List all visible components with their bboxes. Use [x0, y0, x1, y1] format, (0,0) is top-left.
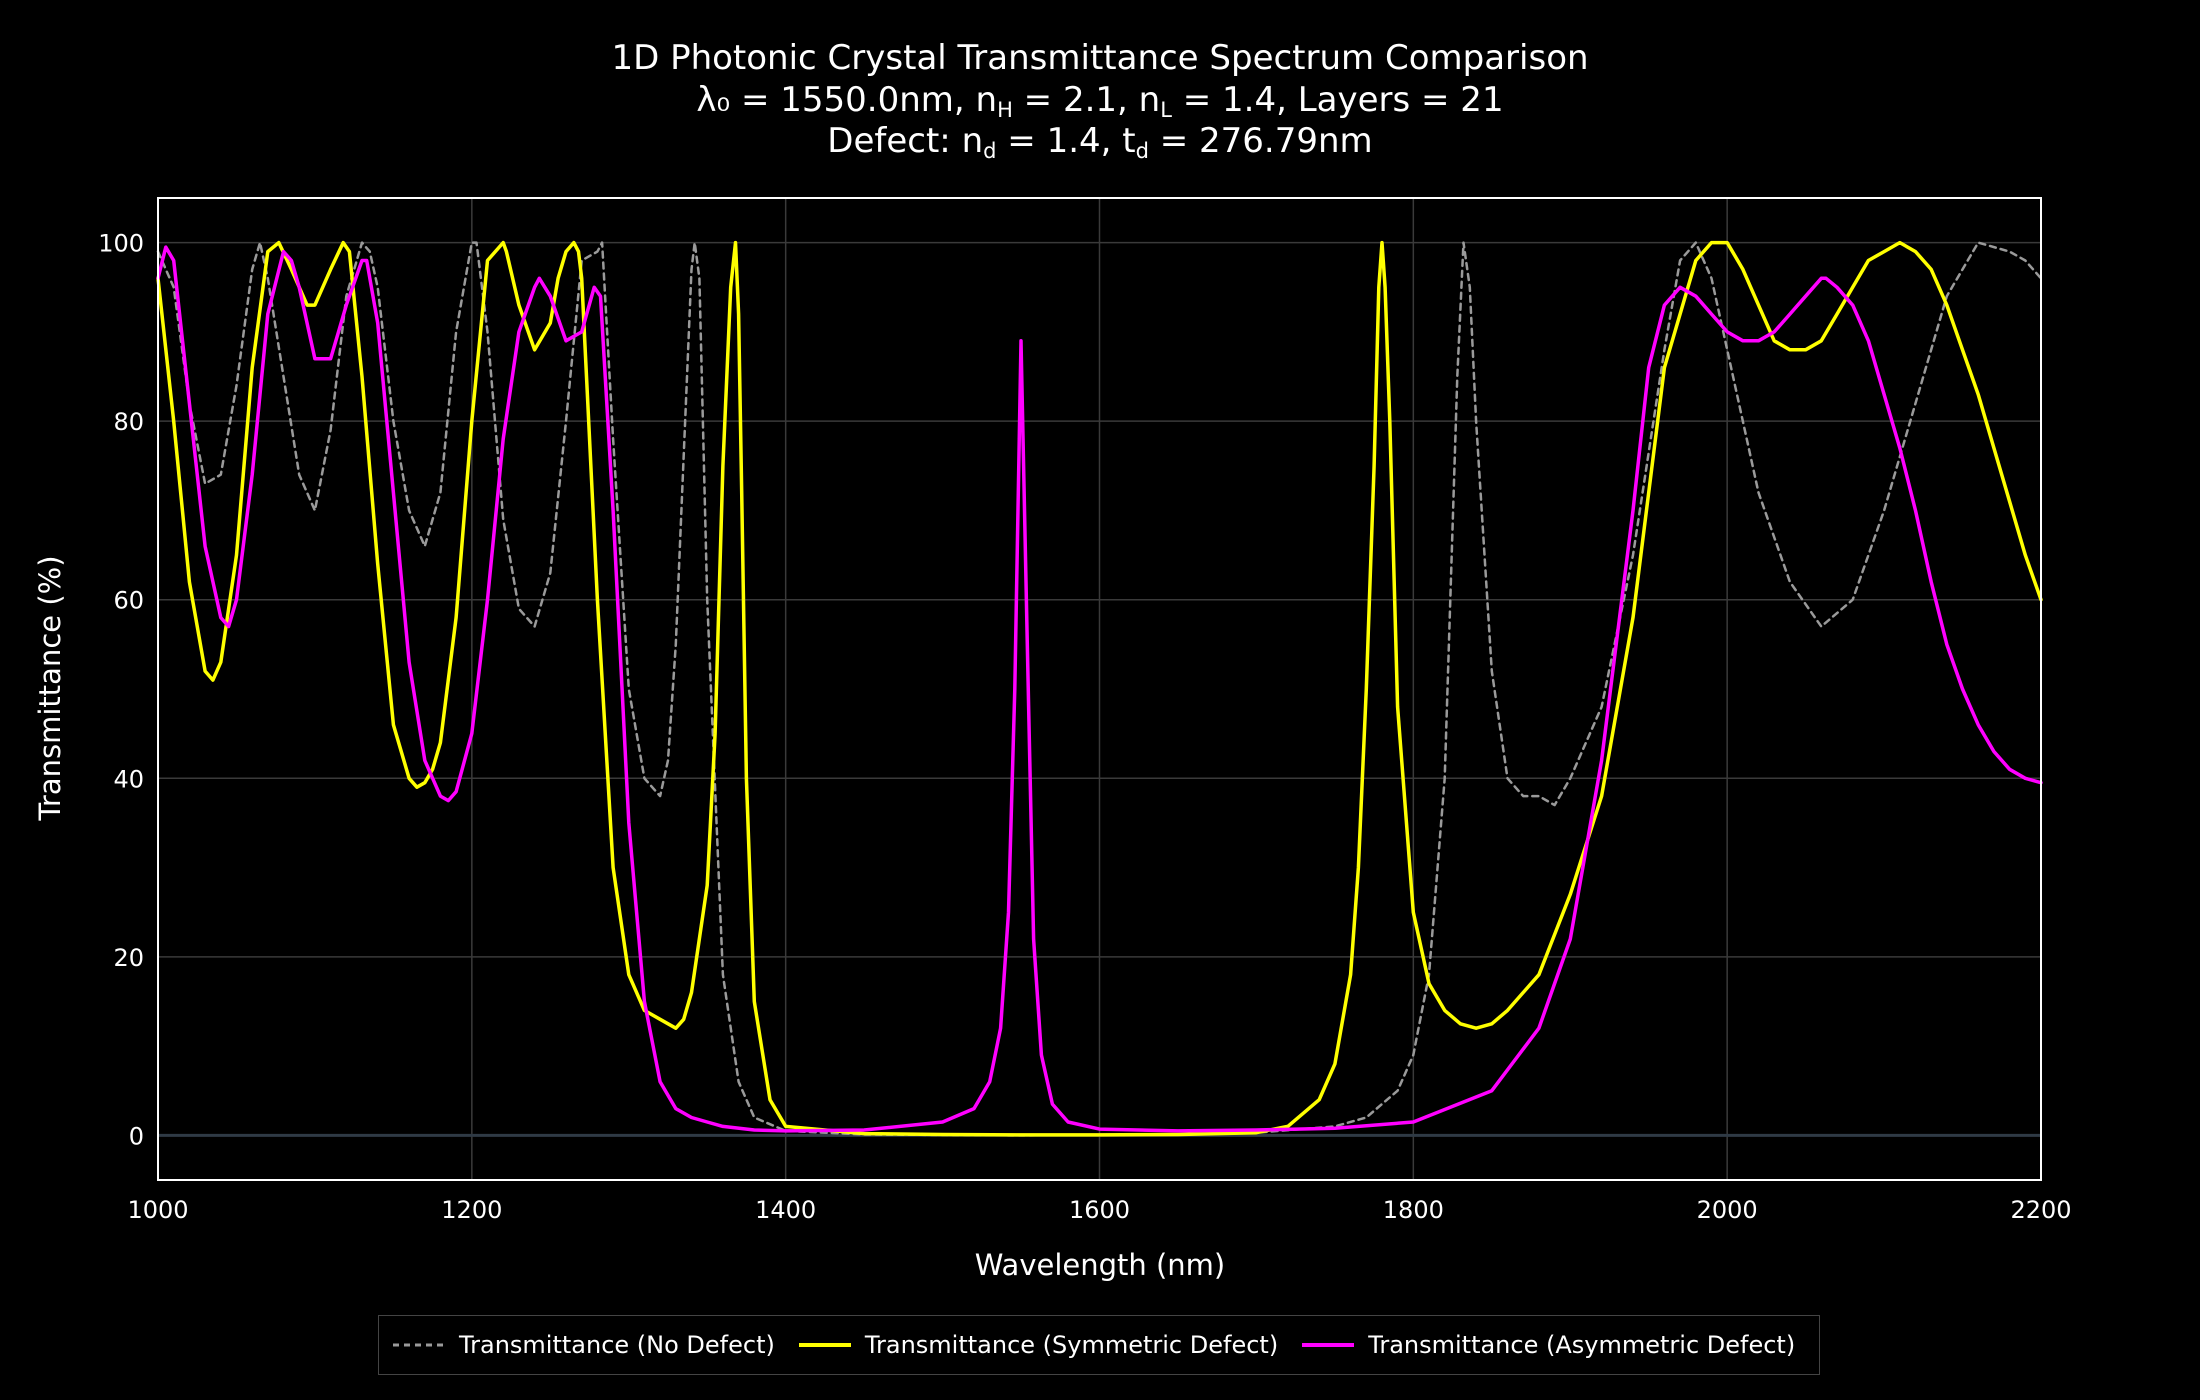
x-tick-label-1400: 1400 [755, 1196, 816, 1224]
series-layer [156, 240, 2043, 1137]
y-axis-label: Transmittance (%) [33, 555, 67, 821]
series-line-asymmetric-defect [156, 245, 2043, 1133]
legend-item-symmetric-defect[interactable]: Transmittance (Symmetric Defect) [797, 1331, 1278, 1359]
x-tick-label-1600: 1600 [1069, 1196, 1130, 1224]
subtitle-2-mid: = 1.4, t [996, 121, 1136, 161]
y-tick-label-0: 0 [129, 1122, 144, 1150]
x-axis-ticks: 1000 1200 1400 1600 1800 2000 2200 [127, 1196, 2071, 1224]
x-tick-label-1000: 1000 [127, 1196, 188, 1224]
y-axis-ticks: 0 20 40 60 80 100 [98, 230, 144, 1151]
series-line-symmetric-defect [156, 240, 2043, 1137]
legend-swatch-no-defect [393, 1343, 445, 1347]
legend-swatch-symmetric-defect [798, 1343, 851, 1347]
y-tick-label-60: 60 [113, 587, 144, 615]
subtitle-1-mid: = 2.1, n [1012, 80, 1161, 120]
chart-title: 1D Photonic Crystal Transmittance Spectr… [611, 38, 1589, 78]
series-line-no-defect [156, 241, 2043, 1137]
y-tick-label-80: 80 [113, 408, 144, 436]
chart-subtitle-line-1: λ₀ = 1550.0nm, nH = 2.1, nL = 1.4, Layer… [0, 80, 2200, 130]
x-tick-label-2200: 2200 [2010, 1196, 2071, 1224]
x-tick-label-2000: 2000 [1697, 1196, 1758, 1224]
legend-label-asymmetric-defect: Transmittance (Asymmetric Defect) [1368, 1331, 1796, 1359]
subtitle-1-l-sub: L [1160, 98, 1172, 122]
legend-label-no-defect: Transmittance (No Defect) [459, 1331, 775, 1359]
x-tick-label-1200: 1200 [441, 1196, 502, 1224]
legend-label-symmetric-defect: Transmittance (Symmetric Defect) [864, 1331, 1279, 1359]
subtitle-1-suffix: = 1.4, Layers = 21 [1171, 80, 1504, 120]
chart-legend: Transmittance (No Defect) Transmittance … [378, 1315, 1820, 1375]
legend-item-no-defect[interactable]: Transmittance (No Defect) [391, 1331, 775, 1359]
x-axis-label: Wavelength (nm) [975, 1248, 1226, 1282]
subtitle-1-prefix: λ₀ = 1550.0nm, n [696, 80, 998, 120]
chart-subtitle-line-2: Defect: nd = 1.4, td = 276.79nm [0, 121, 2200, 171]
subtitle-2-d-sub: d [983, 139, 997, 163]
subtitle-2-t-sub: d [1135, 139, 1149, 163]
plot-frame [157, 197, 2042, 1181]
y-tick-label-40: 40 [113, 765, 144, 793]
y-tick-label-100: 100 [98, 230, 144, 258]
y-tick-label-20: 20 [113, 944, 144, 972]
subtitle-2-prefix: Defect: n [827, 121, 984, 161]
x-tick-label-1800: 1800 [1383, 1196, 1444, 1224]
subtitle-2-suffix: = 276.79nm [1148, 121, 1373, 161]
legend-swatch-asymmetric-defect [1302, 1343, 1355, 1347]
subtitle-1-h-sub: H [997, 98, 1013, 122]
grid-lines [157, 198, 2042, 1180]
legend-item-asymmetric-defect[interactable]: Transmittance (Asymmetric Defect) [1300, 1331, 1795, 1359]
